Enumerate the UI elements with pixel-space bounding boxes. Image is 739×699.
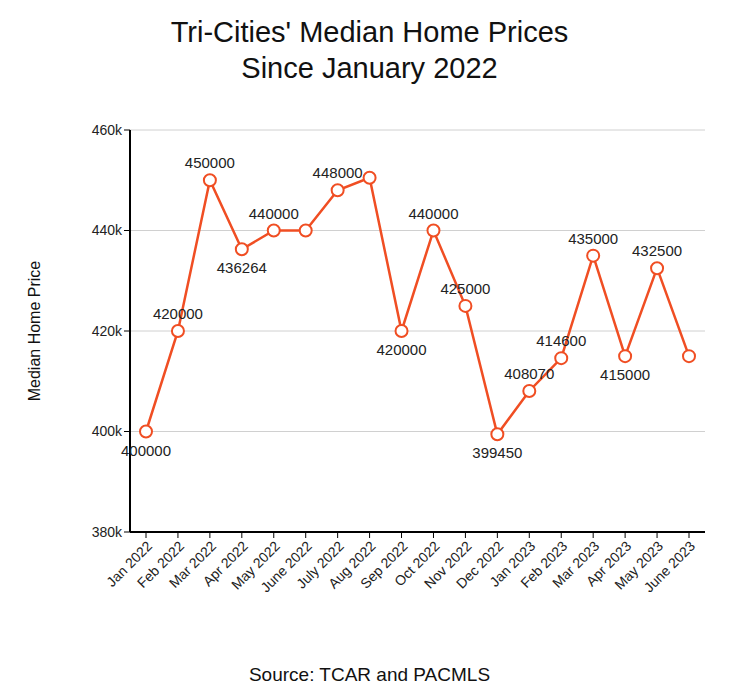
svg-text:435000: 435000 <box>568 230 618 247</box>
svg-text:450000: 450000 <box>185 154 235 171</box>
svg-text:414600: 414600 <box>536 332 586 349</box>
svg-text:Apr 2023: Apr 2023 <box>582 537 635 590</box>
html-text:Since January 2022: Since January 2022 <box>241 52 498 84</box>
svg-text:June 2023: June 2023 <box>641 538 699 596</box>
svg-text:420000: 420000 <box>376 341 426 358</box>
svg-text:420k: 420k <box>92 323 123 339</box>
svg-text:420000: 420000 <box>153 305 203 322</box>
svg-text:440000: 440000 <box>408 205 458 222</box>
svg-text:400000: 400000 <box>121 442 171 459</box>
svg-text:Oct 2022: Oct 2022 <box>391 537 443 590</box>
svg-text:Aug 2022: Aug 2022 <box>325 537 379 592</box>
svg-text:400k: 400k <box>92 423 123 439</box>
svg-text:436264: 436264 <box>217 259 267 276</box>
html-text:Tri-Cities' Median Home Prices: Tri-Cities' Median Home Prices <box>170 16 569 48</box>
svg-text:Jan 2022: Jan 2022 <box>103 537 156 590</box>
svg-text:Median Home Price: Median Home Price <box>26 261 43 402</box>
html-text:Source: TCAR and PACMLS: Source: TCAR and PACMLS <box>248 664 491 685</box>
svg-text:June 2022: June 2022 <box>257 537 315 596</box>
svg-text:399450: 399450 <box>472 444 522 461</box>
svg-text:440000: 440000 <box>249 205 299 222</box>
svg-text:May 2022: May 2022 <box>228 537 283 593</box>
svg-text:Feb 2022: Feb 2022 <box>133 537 188 591</box>
svg-text:Feb 2023: Feb 2023 <box>517 537 571 591</box>
svg-text:May 2023: May 2023 <box>611 537 667 593</box>
svg-text:Mar 2023: Mar 2023 <box>549 537 603 591</box>
svg-text:380k: 380k <box>92 524 123 540</box>
svg-text:408070: 408070 <box>504 365 554 382</box>
svg-text:425000: 425000 <box>440 280 490 297</box>
svg-text:Jan 2023: Jan 2023 <box>486 537 539 590</box>
svg-text:Mar 2022: Mar 2022 <box>165 537 219 591</box>
svg-text:Apr 2022: Apr 2022 <box>199 537 251 590</box>
svg-text:460k: 460k <box>92 122 123 138</box>
svg-text:Nov 2022: Nov 2022 <box>420 537 475 592</box>
svg-text:Sep 2022: Sep 2022 <box>357 537 411 592</box>
svg-text:July 2022: July 2022 <box>293 537 347 592</box>
svg-text:Dec 2022: Dec 2022 <box>452 537 507 592</box>
svg-text:448000: 448000 <box>313 164 363 181</box>
svg-text:432500: 432500 <box>632 242 682 259</box>
svg-text:440k: 440k <box>92 222 123 238</box>
svg-text:415000: 415000 <box>600 366 650 383</box>
